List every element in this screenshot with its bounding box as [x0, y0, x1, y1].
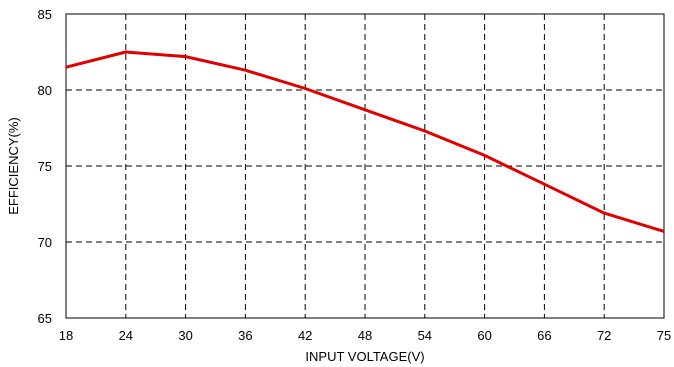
x-tick-label: 48: [358, 328, 372, 343]
x-tick-label: 42: [298, 328, 312, 343]
y-tick-label: 75: [38, 159, 52, 174]
x-tick-label: 54: [418, 328, 432, 343]
x-tick-labels: 18 24 30 36 42 48 54 60 66 72 75: [59, 328, 671, 343]
x-tick-label: 30: [178, 328, 192, 343]
x-tick-label: 24: [119, 328, 133, 343]
y-tick-label: 65: [38, 311, 52, 326]
x-tick-label: 75: [657, 328, 671, 343]
y-tick-labels: 85 80 75 70 65: [38, 7, 52, 326]
grid-lines: [66, 14, 664, 318]
plot-frame: [65, 13, 665, 319]
x-tick-label: 60: [477, 328, 491, 343]
y-tick-label: 80: [38, 83, 52, 98]
y-tick-label: 70: [38, 235, 52, 250]
y-tick-label: 85: [38, 7, 52, 22]
y-axis-label: EFFICIENCY(%): [6, 117, 21, 215]
series-group: [65, 50, 665, 233]
x-axis-label: INPUT VOLTAGE(V): [305, 349, 424, 364]
x-tick-label: 36: [238, 328, 252, 343]
x-tick-label: 72: [597, 328, 611, 343]
x-tick-label: 66: [537, 328, 551, 343]
efficiency-series-line: [65, 50, 665, 233]
x-tick-label: 18: [59, 328, 73, 343]
